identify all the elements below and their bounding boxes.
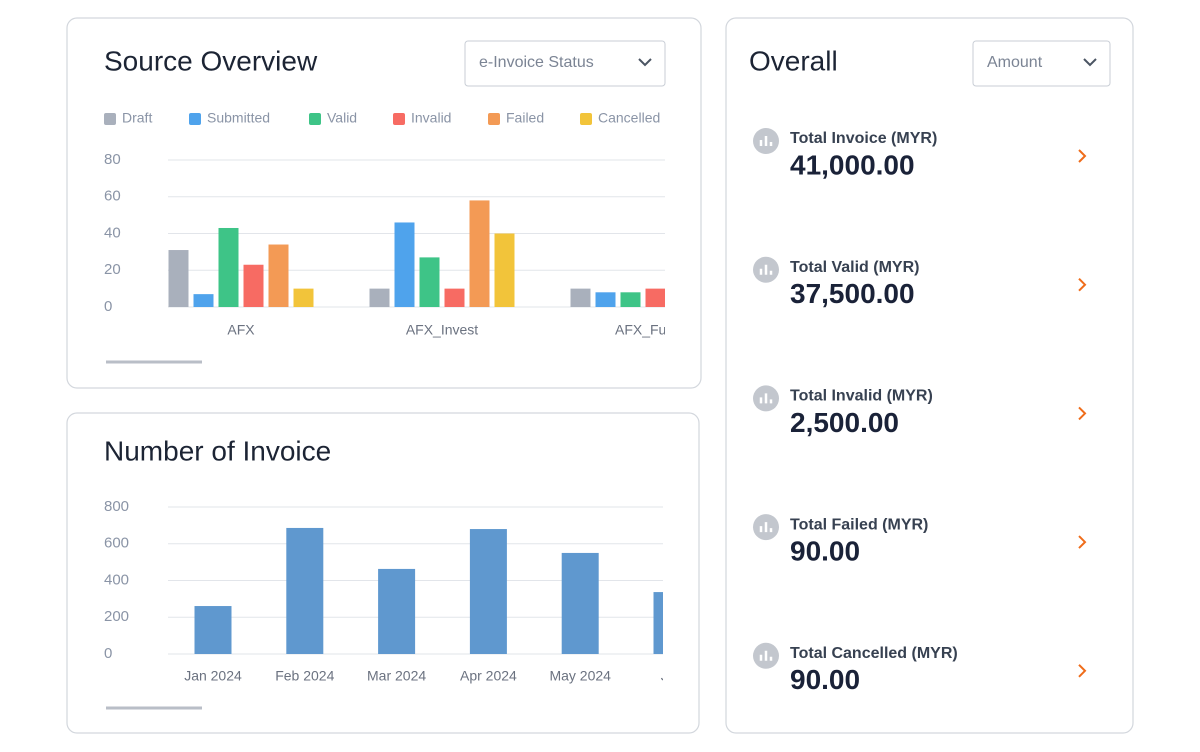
- y-tick-label: 800: [104, 498, 129, 515]
- stat-label: Total Valid (MYR): [790, 259, 919, 276]
- bar: [653, 592, 663, 654]
- chevron: [1083, 58, 1097, 67]
- stat-value: 90.00: [790, 664, 860, 695]
- legend-swatch: [393, 113, 405, 125]
- stat-icon-glyph: [759, 393, 773, 404]
- dropdown-text[interactable]: Amount: [987, 54, 1043, 71]
- bar: [595, 292, 616, 307]
- x-tick-label: AFX_Fur: [615, 322, 671, 338]
- x-tick-label: AFX_Invest: [406, 322, 478, 338]
- y-tick-label: 60: [104, 188, 121, 205]
- bar: [394, 222, 415, 307]
- legend-swatch: [488, 113, 500, 125]
- legend-label: Failed: [506, 110, 544, 126]
- y-tick-label: 400: [104, 571, 129, 588]
- bar: [469, 529, 507, 654]
- x-tick-label: May 2024: [549, 668, 611, 684]
- legend-label: Cancelled: [598, 110, 660, 126]
- legend-swatch: [189, 113, 201, 125]
- stat-label: Total Cancelled (MYR): [790, 645, 958, 662]
- bar: [620, 292, 641, 307]
- bar: [469, 200, 490, 307]
- y-tick-label: 20: [104, 261, 121, 278]
- y-tick-label: 200: [104, 608, 129, 625]
- x-tick-label: AFX: [227, 322, 255, 338]
- bar: [293, 288, 314, 307]
- overall-title: Overall: [749, 45, 838, 76]
- chart-title: Source Overview: [104, 45, 318, 76]
- y-tick-label: 80: [104, 151, 121, 168]
- bar: [419, 257, 440, 307]
- stat-label: Total Failed (MYR): [790, 516, 928, 533]
- dropdown[interactable]: [972, 40, 1111, 87]
- stat-icon-glyph: [759, 650, 773, 661]
- x-tick-label: Jan 2024: [184, 668, 242, 684]
- legend-label: Invalid: [411, 110, 451, 126]
- dropdown-text[interactable]: e-Invoice Status: [479, 54, 594, 71]
- bar: [444, 288, 465, 307]
- legend-swatch: [580, 113, 592, 125]
- stat-link[interactable]: [1078, 535, 1087, 549]
- overall-card: [725, 17, 1134, 734]
- legend-swatch: [104, 113, 116, 125]
- bar: [570, 288, 591, 307]
- plot: AFX AFX_Invest AFX_Fur: [168, 200, 671, 338]
- y-tick-label: 0: [104, 645, 112, 662]
- stat-icon-glyph: [759, 264, 773, 275]
- y-tick-label: 600: [104, 535, 129, 552]
- bar: [494, 233, 515, 307]
- chart-title: Number of Invoice: [104, 435, 331, 466]
- y-tick-label: 0: [104, 298, 112, 315]
- legend-label: Submitted: [207, 110, 270, 126]
- stat-link[interactable]: [1078, 406, 1087, 421]
- stat-link[interactable]: [1078, 149, 1087, 163]
- bar: [268, 244, 289, 307]
- stat-label: Total Invalid (MYR): [790, 388, 933, 405]
- bar: [561, 552, 599, 654]
- bar: [194, 606, 232, 654]
- bar: [243, 264, 264, 307]
- plot: Jan 2024 Feb 2024 Mar 2024 Apr 2024 May 2024…: [184, 527, 684, 684]
- legend-label: Draft: [122, 110, 152, 126]
- bar: [369, 288, 390, 307]
- x-tick-label: Jun: [661, 668, 684, 684]
- bar: [286, 527, 324, 654]
- stat-icon-glyph: [759, 522, 773, 533]
- chevron: [638, 58, 652, 67]
- bar: [218, 227, 239, 307]
- stat-link[interactable]: [1078, 664, 1087, 678]
- bar: [645, 288, 665, 307]
- x-tick-label: Apr 2024: [460, 668, 517, 684]
- stat-link[interactable]: [1078, 277, 1087, 292]
- x-tick-label: Mar 2024: [367, 668, 426, 684]
- y-tick-label: 40: [104, 224, 121, 241]
- bar: [378, 568, 416, 654]
- x-tick-label: Feb 2024: [275, 668, 334, 684]
- stat-value: 37,500.00: [790, 278, 915, 309]
- bar: [168, 250, 189, 307]
- legend-swatch: [309, 113, 321, 125]
- stat-value: 2,500.00: [790, 407, 899, 438]
- stat-label: Total Invoice (MYR): [790, 130, 937, 147]
- bar: [193, 294, 214, 307]
- stat-value: 41,000.00: [790, 149, 915, 180]
- dropdown[interactable]: [464, 40, 666, 87]
- stat-value: 90.00: [790, 535, 860, 566]
- stat-icon-glyph: [759, 136, 773, 146]
- legend-label: Valid: [327, 110, 357, 126]
